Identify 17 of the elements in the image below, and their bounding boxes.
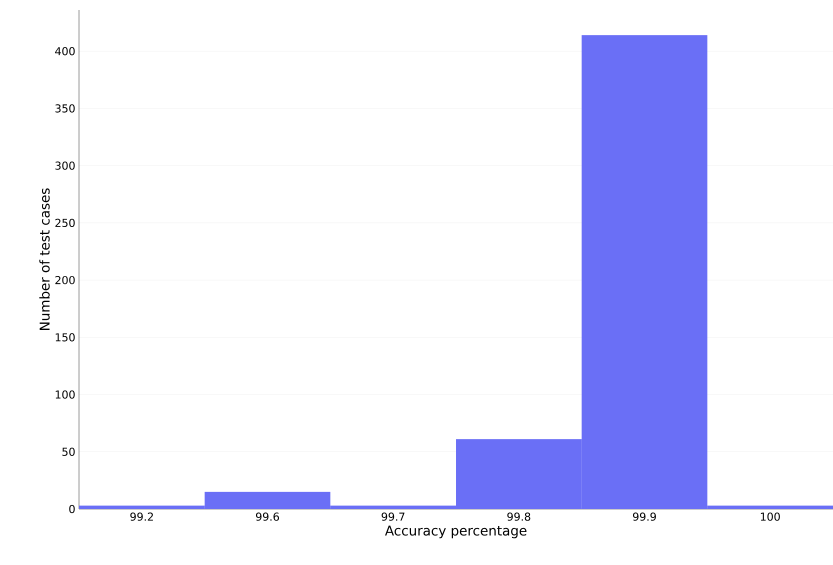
x-tick-label: 99.7 [382, 512, 404, 521]
x-tick-label: 99.9 [632, 512, 656, 521]
x-axis-title: Accuracy percentage [384, 526, 526, 538]
x-tick-label: 99.8 [507, 512, 530, 521]
y-tick-label: 0 [69, 504, 75, 514]
y-axis-title: Number of test cases [39, 188, 50, 330]
x-tick-label: 99.2 [130, 512, 153, 521]
y-tick-label: 50 [62, 448, 75, 456]
y-tick-label: 400 [55, 47, 75, 56]
y-tick-label: 250 [55, 218, 75, 228]
y-tick-label: 200 [55, 276, 75, 284]
y-tick-label: 300 [55, 162, 75, 170]
x-tick-label: 99.6 [256, 512, 280, 521]
y-tick-label: 100 [56, 390, 75, 399]
y-tick-label: 350 [55, 104, 75, 113]
x-tick-label: 100 [760, 512, 780, 521]
y-tick-label: 150 [56, 333, 75, 342]
